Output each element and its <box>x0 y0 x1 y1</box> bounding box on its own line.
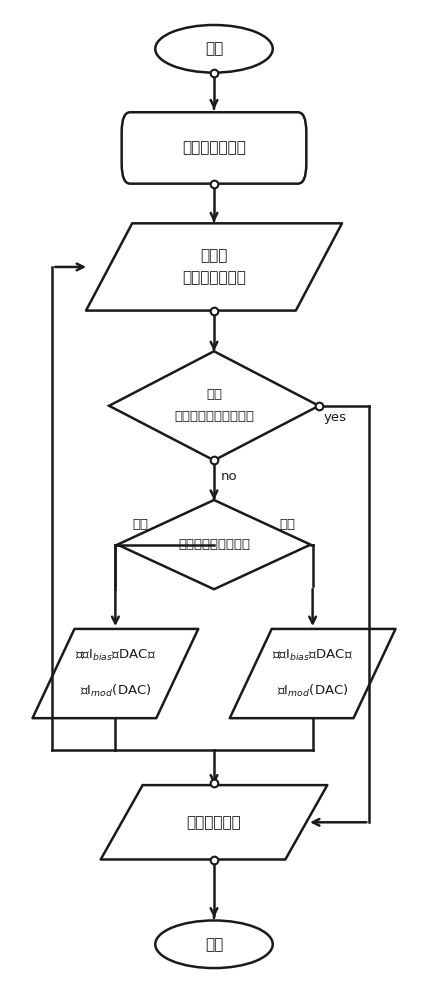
Text: no: no <box>220 470 237 483</box>
Text: 范围: 范围 <box>206 388 222 401</box>
Text: 保存调试结果: 保存调试结果 <box>187 815 241 830</box>
Text: 光功率自动调测: 光功率自动调测 <box>182 140 246 155</box>
Text: 检测待测光模块: 检测待测光模块 <box>182 270 246 285</box>
Text: 开始: 开始 <box>205 41 223 56</box>
Text: 光功率是否在第一目标: 光功率是否在第一目标 <box>174 410 254 423</box>
Text: 偏大: 偏大 <box>133 518 149 531</box>
Text: 光功率偏大还是偏小: 光功率偏大还是偏小 <box>178 538 250 551</box>
Text: 和I$_{mod}$(DAC): 和I$_{mod}$(DAC) <box>80 683 151 699</box>
Text: 结束: 结束 <box>205 937 223 952</box>
Text: 减小I$_{bias}$（DAC）: 减小I$_{bias}$（DAC） <box>75 648 156 663</box>
Text: yes: yes <box>323 411 346 424</box>
Text: 光功率: 光功率 <box>200 249 228 264</box>
Text: 偏小: 偏小 <box>279 518 295 531</box>
Text: 和I$_{mod}$(DAC): 和I$_{mod}$(DAC) <box>277 683 348 699</box>
Text: 增大I$_{bias}$（DAC）: 增大I$_{bias}$（DAC） <box>272 648 353 663</box>
